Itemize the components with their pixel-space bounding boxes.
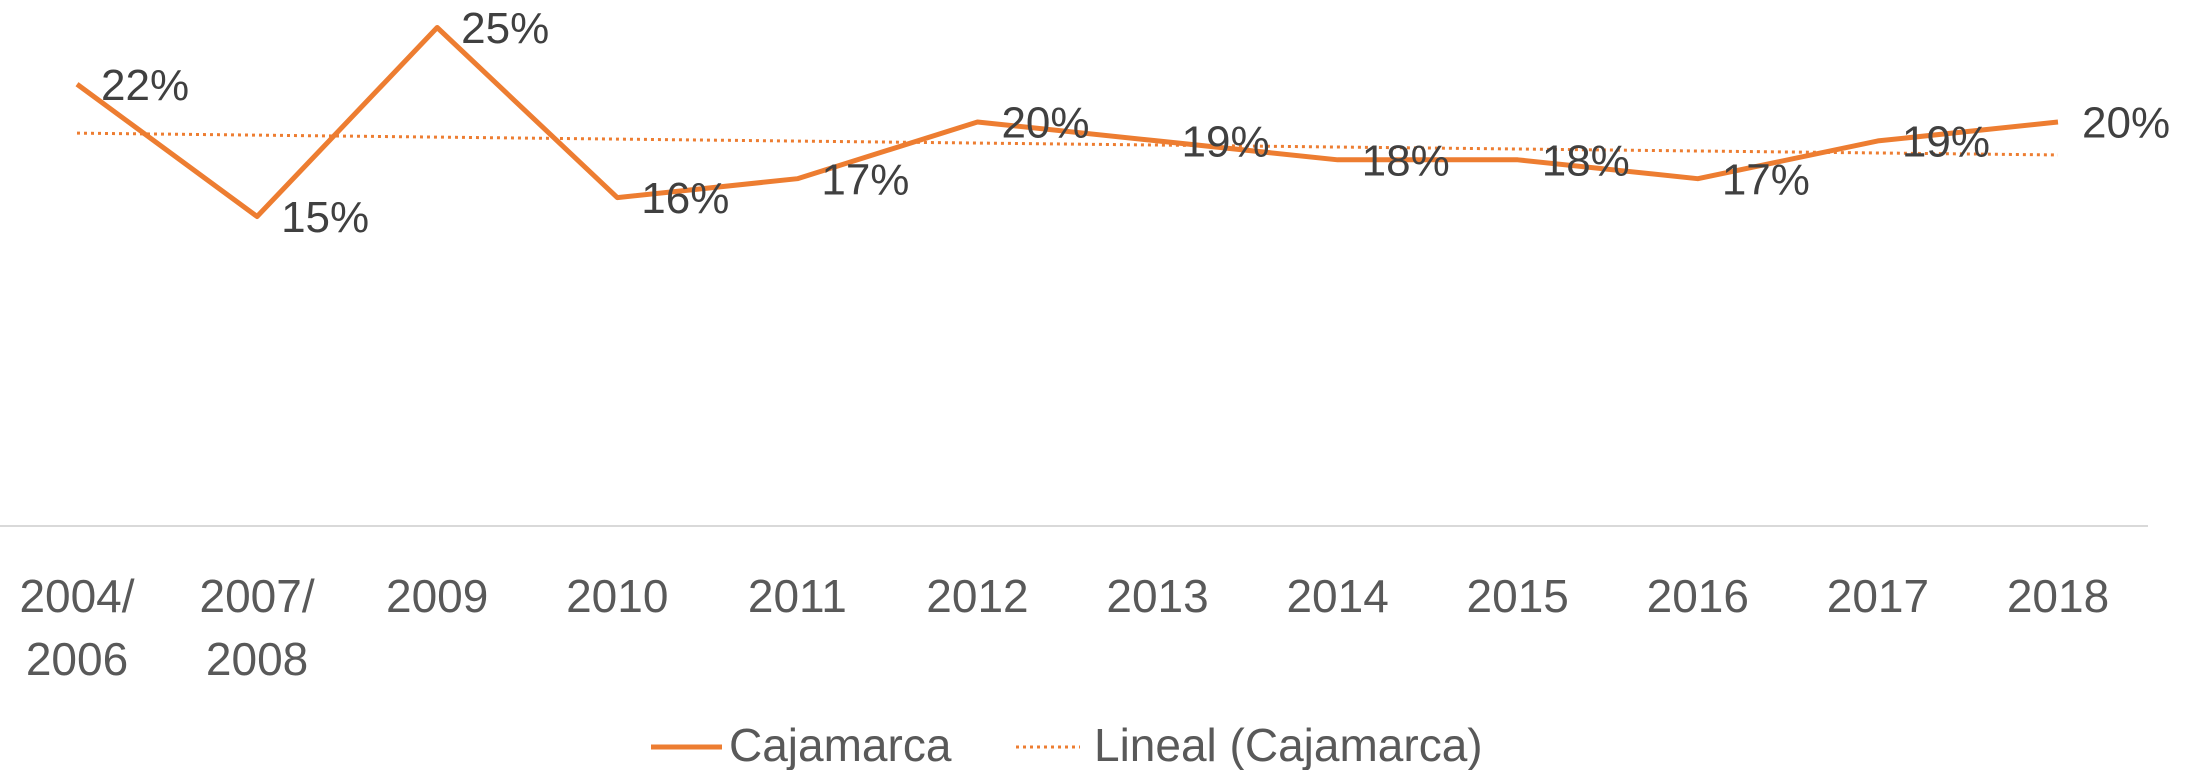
data-label: 20% [1001,99,1089,148]
x-tick-label: 2015 [1466,570,1569,622]
legend-label: Lineal (Cajamarca) [1094,719,1483,770]
data-label: 18% [1542,136,1630,185]
data-label: 19% [1902,118,1990,167]
x-tick-label: 2014 [1286,570,1389,622]
data-label: 15% [281,193,369,242]
x-tick-label: 2017 [1826,570,1930,622]
legend-label: Cajamarca [729,719,952,770]
x-tick-label: 2012 [926,570,1029,622]
series-line [75,25,2059,219]
data-label: 16% [641,174,729,223]
x-tick-label: 2013 [1106,570,1209,622]
x-tick-label: 2007/ 2008 [199,570,315,685]
data-label: 22% [101,61,189,110]
data-label: 18% [1362,136,1450,185]
data-label: 17% [1722,155,1810,204]
data-label: 17% [821,155,909,204]
data-label: 20% [2082,99,2170,148]
x-tick-label: 2018 [2006,570,2110,622]
data-label: 25% [461,4,549,53]
trendline [76,131,2059,157]
x-tick-label: 2009 [386,570,489,622]
x-tick-label: 2016 [1646,570,1749,622]
x-tick-label: 2010 [566,570,669,622]
data-label: 19% [1182,118,1270,167]
x-tick-label: 2004/ 2006 [19,570,135,685]
x-tick-label: 2011 [747,570,847,622]
